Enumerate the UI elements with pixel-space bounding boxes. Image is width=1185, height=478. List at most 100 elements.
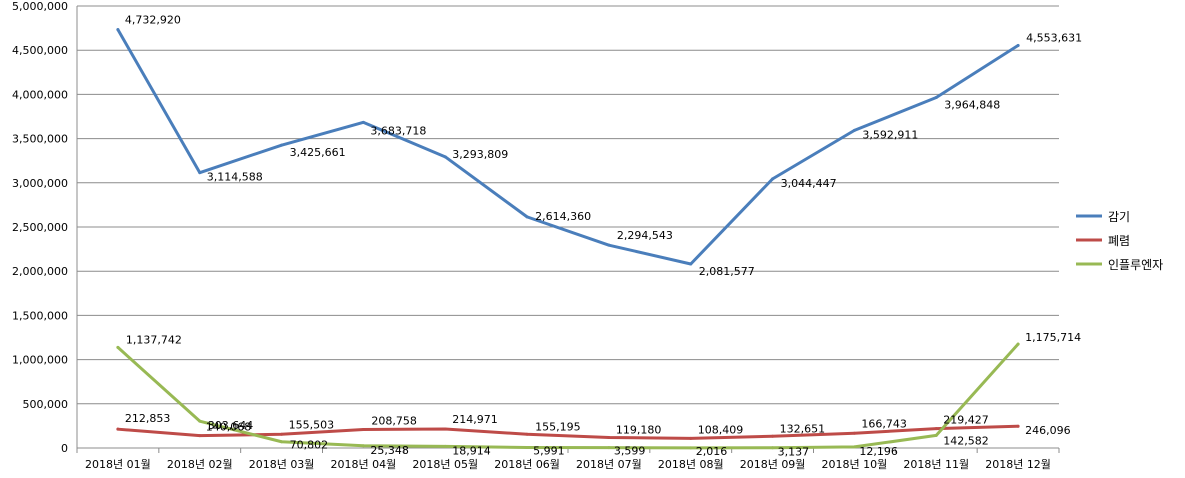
x-tick-label: 2018년 09월 xyxy=(740,458,806,471)
data-point xyxy=(280,143,284,147)
x-tick-label: 2018년 04월 xyxy=(331,458,397,471)
data-label: 25,348 xyxy=(370,444,409,457)
data-point xyxy=(116,28,120,32)
data-point xyxy=(1016,424,1020,428)
data-point xyxy=(443,444,447,448)
data-label: 2,294,543 xyxy=(617,229,673,242)
data-label: 2,614,360 xyxy=(535,210,591,223)
data-label: 18,914 xyxy=(452,444,491,457)
data-label: 214,971 xyxy=(452,413,498,426)
data-label: 212,853 xyxy=(125,412,170,425)
data-point xyxy=(689,262,693,266)
data-point xyxy=(280,432,284,436)
data-label: 246,096 xyxy=(1025,424,1071,437)
x-tick-label: 2018년 05월 xyxy=(412,458,478,471)
data-label: 208,758 xyxy=(371,415,417,428)
data-label: 303,644 xyxy=(208,419,254,432)
x-tick-label: 2018년 10월 xyxy=(822,458,888,471)
data-label: 2,016 xyxy=(696,445,728,458)
data-point xyxy=(361,444,365,448)
y-tick-label: 2,000,000 xyxy=(12,265,68,278)
x-tick-label: 2018년 06월 xyxy=(494,458,560,471)
data-label: 155,503 xyxy=(289,418,335,431)
data-point xyxy=(689,446,693,450)
data-point xyxy=(607,435,611,439)
data-point xyxy=(280,440,284,444)
data-label: 3,137 xyxy=(778,446,810,459)
y-tick-label: 3,000,000 xyxy=(12,177,68,190)
data-label: 3,599 xyxy=(614,445,646,458)
data-label: 3,592,911 xyxy=(862,128,918,141)
legend-label: 감기 xyxy=(1108,210,1130,224)
data-point xyxy=(771,434,775,438)
series-line-1 xyxy=(116,28,1020,266)
data-label: 3,044,447 xyxy=(781,177,837,190)
data-point xyxy=(1016,43,1020,47)
data-label: 4,732,920 xyxy=(125,14,181,27)
data-point xyxy=(198,434,202,438)
data-label: 3,964,848 xyxy=(944,99,1000,112)
data-label: 5,991 xyxy=(533,444,565,457)
data-point xyxy=(443,427,447,431)
data-point xyxy=(525,215,529,219)
legend-label: 폐렴 xyxy=(1108,234,1130,248)
data-point xyxy=(1016,342,1020,346)
y-tick-label: 1,000,000 xyxy=(12,354,68,367)
data-label: 3,683,718 xyxy=(370,124,426,137)
data-label: 2,081,577 xyxy=(699,265,755,278)
data-label: 12,196 xyxy=(859,445,898,458)
series-lines xyxy=(116,28,1020,450)
data-label: 3,293,809 xyxy=(452,148,508,161)
y-axis: 0 500,000 1,000,000 1,500,000 2,000,000 2,500… xyxy=(12,0,78,455)
series-line-2 xyxy=(116,424,1020,440)
data-point xyxy=(934,433,938,437)
data-point xyxy=(934,427,938,431)
x-tick-label: 2018년 12월 xyxy=(985,458,1051,471)
y-tick-label: 5,000,000 xyxy=(12,0,68,13)
x-tick-label: 2018년 03월 xyxy=(249,458,315,471)
data-label: 1,137,742 xyxy=(126,333,182,346)
y-tick-label: 1,500,000 xyxy=(12,309,68,322)
data-point xyxy=(771,446,775,450)
data-point xyxy=(525,445,529,449)
data-label: 3,114,588 xyxy=(207,171,263,184)
data-point xyxy=(361,120,365,124)
data-label: 140,068 xyxy=(206,421,252,434)
x-tick-label: 2018년 11월 xyxy=(903,458,969,471)
data-labels: 4,732,920 3,114,588 3,425,661 3,683,718 3,29… xyxy=(125,14,1082,459)
data-label: 70,802 xyxy=(290,439,329,452)
data-point xyxy=(852,431,856,435)
data-point xyxy=(443,155,447,159)
data-point xyxy=(607,243,611,247)
data-point xyxy=(525,432,529,436)
data-point xyxy=(852,445,856,449)
x-tick-label: 2018년 08월 xyxy=(658,458,724,471)
y-tick-label: 500,000 xyxy=(23,398,69,411)
x-tick-label: 2018년 01월 xyxy=(85,458,151,471)
data-point xyxy=(198,419,202,423)
gridlines xyxy=(77,5,1059,405)
data-label: 166,743 xyxy=(861,417,907,430)
y-tick-label: 2,500,000 xyxy=(12,221,68,234)
data-point xyxy=(934,96,938,100)
y-tick-label: 0 xyxy=(61,442,68,455)
x-axis: 2018년 01월 2018년 02월 2018년 03월 2018년 04월 2018… xyxy=(76,447,1060,471)
x-tick-label: 2018년 07월 xyxy=(576,458,642,471)
data-label: 3,425,661 xyxy=(290,146,346,159)
data-point xyxy=(198,171,202,175)
data-point xyxy=(771,177,775,181)
data-label: 119,180 xyxy=(616,423,662,436)
data-label: 142,582 xyxy=(943,434,989,447)
data-point xyxy=(361,428,365,432)
data-label: 4,553,631 xyxy=(1026,31,1082,44)
data-point xyxy=(689,436,693,440)
data-label: 155,195 xyxy=(535,420,581,433)
data-label: 219,427 xyxy=(943,414,989,427)
legend-label: 인플루엔자 xyxy=(1108,258,1163,272)
x-tick-label: 2018년 02월 xyxy=(167,458,233,471)
series-line-3 xyxy=(116,342,1020,450)
data-point xyxy=(852,128,856,132)
data-label: 132,651 xyxy=(780,422,826,435)
